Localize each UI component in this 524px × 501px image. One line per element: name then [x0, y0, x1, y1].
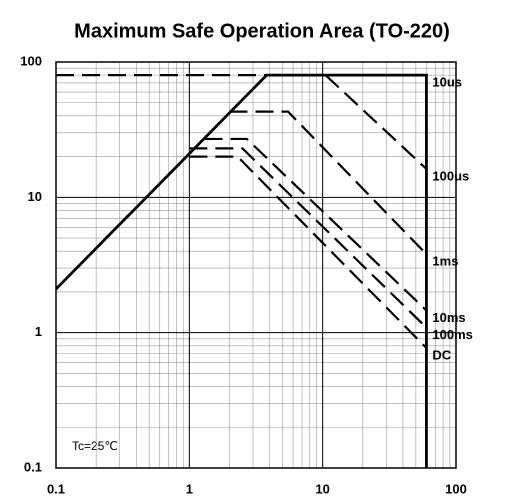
series-label: 10ms — [432, 310, 465, 325]
series-label: DC — [432, 347, 451, 362]
series-line — [324, 74, 428, 170]
y-tick-label: 10 — [28, 189, 42, 204]
series-label: 10us — [432, 75, 462, 90]
plot-frame — [55, 61, 457, 469]
series-line — [229, 110, 428, 255]
series-label: 100us — [432, 168, 469, 183]
y-tick-label: 1 — [35, 324, 42, 339]
x-tick-label: 1 — [186, 481, 193, 496]
y-tick-label: 100 — [20, 53, 42, 68]
series-line — [189, 147, 428, 329]
x-tick-label: 10 — [315, 481, 329, 496]
series-line — [55, 73, 428, 468]
series-line — [204, 137, 428, 312]
chart-title: Maximum Safe Operation Area (TO-220) — [74, 20, 450, 42]
x-tick-label: 100 — [445, 481, 467, 496]
series-label: 1ms — [432, 254, 458, 269]
series-line — [189, 155, 428, 349]
annotation: Tc=25℃ — [72, 439, 118, 453]
x-tick-label: 0.1 — [47, 481, 65, 496]
series-label: 100ms — [432, 327, 472, 342]
y-tick-label: 0.1 — [24, 459, 42, 474]
